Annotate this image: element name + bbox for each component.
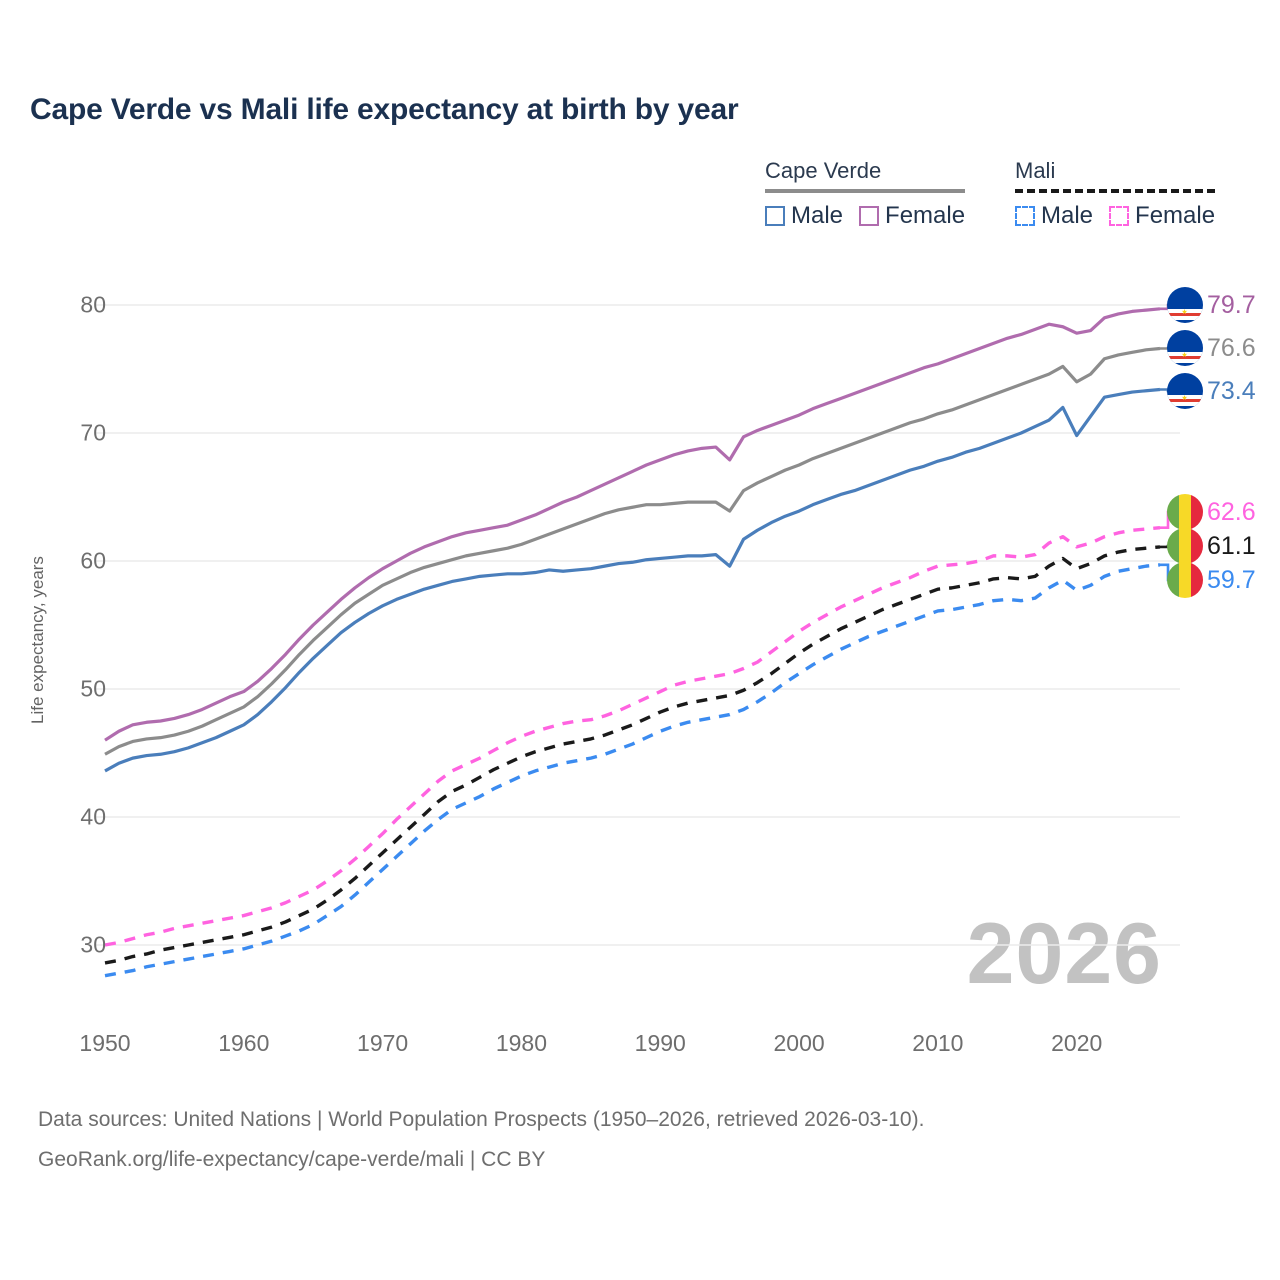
square-outline-icon <box>859 206 880 226</box>
legend-country-cape-verde: Cape Verde <box>765 158 882 183</box>
end-label: 59.7 <box>1167 562 1256 598</box>
x-axis-tick: 2020 <box>1051 1030 1103 1056</box>
legend-country-mali: Mali <box>1015 158 1056 183</box>
legend-rule-mali <box>1015 189 1216 193</box>
square-dashed-outline-icon <box>1015 206 1035 226</box>
legend-label: Female <box>885 202 966 229</box>
legend-group-mali: Mali Male Female <box>1015 158 1216 230</box>
legend-label: Male <box>791 202 844 229</box>
legend-rule-cape-verde <box>765 189 966 193</box>
series-line <box>104 563 1161 978</box>
end-label: ★ 76.6 <box>1167 330 1256 366</box>
mali-flag-icon <box>1167 494 1203 530</box>
end-label-value: 73.4 <box>1207 376 1256 405</box>
end-label: 61.1 <box>1167 528 1256 564</box>
x-axis-tick: 1950 <box>79 1030 131 1056</box>
mali-flag-icon <box>1167 562 1203 598</box>
end-label-value: 76.6 <box>1207 333 1256 362</box>
legend-label: Female <box>1135 202 1216 229</box>
x-axis-tick: 1970 <box>357 1030 409 1056</box>
x-axis-tick: 1990 <box>634 1030 686 1056</box>
legend-label: Male <box>1041 202 1094 229</box>
series-line <box>104 526 1161 947</box>
cape-verde-flag-icon: ★ <box>1167 373 1203 409</box>
end-label-value: 59.7 <box>1207 565 1256 594</box>
x-axis-tick: 2000 <box>773 1030 825 1056</box>
x-axis-tick: 1960 <box>218 1030 270 1056</box>
y-axis-tick: 50 <box>80 675 106 702</box>
series-line <box>104 346 1161 756</box>
y-axis-tick: 40 <box>80 803 106 830</box>
square-dashed-outline-icon <box>1109 206 1130 226</box>
series-line <box>104 545 1161 965</box>
y-axis-tick: 70 <box>80 419 106 446</box>
cape-verde-flag-icon: ★ <box>1167 287 1203 323</box>
end-label-value: 61.1 <box>1207 531 1256 560</box>
end-label: 62.6 <box>1167 494 1256 530</box>
end-label-value: 79.7 <box>1207 290 1256 319</box>
x-axis-tick: 2010 <box>912 1030 964 1056</box>
legend-item-cape-verde-male[interactable]: Male <box>765 202 843 230</box>
series-line <box>104 307 1161 742</box>
end-label: ★ 79.7 <box>1167 287 1256 323</box>
y-axis-tick: 30 <box>80 931 106 958</box>
cape-verde-flag-icon: ★ <box>1167 330 1203 366</box>
page-title: Cape Verde vs Mali life expectancy at bi… <box>30 93 739 126</box>
footer-line-1: Data sources: United Nations | World Pop… <box>38 1108 925 1131</box>
series-line <box>104 387 1161 773</box>
legend-item-mali-male[interactable]: Male <box>1015 202 1093 230</box>
end-label: ★ 73.4 <box>1167 373 1256 409</box>
footer-line-2: GeoRank.org/life-expectancy/cape-verde/m… <box>38 1148 546 1171</box>
x-axis-tick: 1980 <box>495 1030 548 1056</box>
legend-group-cape-verde: Cape Verde Male Female <box>765 158 966 230</box>
year-watermark: 2026 <box>966 906 1162 1002</box>
y-axis-tick: 80 <box>80 291 106 318</box>
end-label-value: 62.6 <box>1207 497 1256 526</box>
square-outline-icon <box>765 206 785 226</box>
legend-item-mali-female[interactable]: Female <box>1109 202 1215 230</box>
y-axis-tick: 60 <box>80 547 106 574</box>
chart-legend: Cape Verde Male Female Mali Male <box>760 158 1260 243</box>
legend-item-cape-verde-female[interactable]: Female <box>859 202 965 230</box>
mali-flag-icon <box>1167 528 1203 564</box>
